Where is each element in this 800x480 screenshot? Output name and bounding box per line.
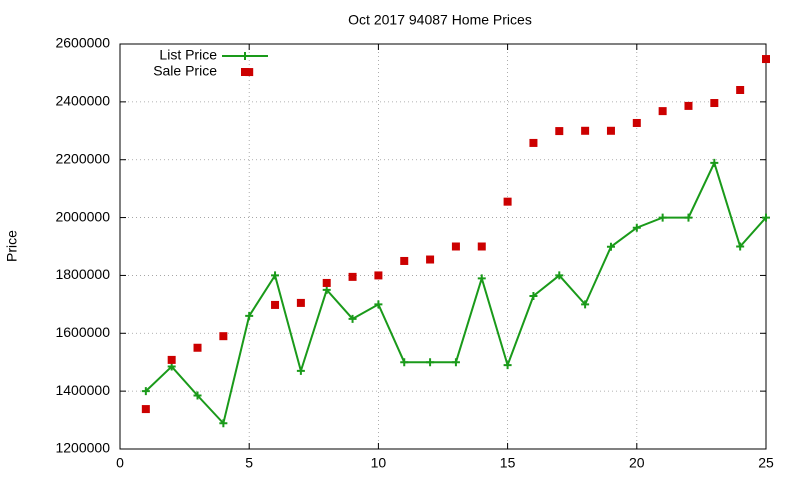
x-tick-label: 0 <box>116 455 124 471</box>
point <box>271 300 280 309</box>
point <box>762 55 770 64</box>
point <box>606 126 615 135</box>
point <box>296 298 305 307</box>
point <box>632 223 641 232</box>
y-tick-label: 2600000 <box>55 35 110 51</box>
point <box>736 85 745 94</box>
y-tick-label: 2200000 <box>55 150 110 166</box>
legend-label: List Price <box>159 47 217 63</box>
y-tick-label: 2000000 <box>55 208 110 224</box>
point <box>426 255 435 264</box>
point <box>451 358 460 367</box>
legend-swatch <box>241 52 249 60</box>
point <box>374 271 383 280</box>
point <box>400 256 409 265</box>
point <box>322 285 331 294</box>
legend-swatch <box>241 68 249 76</box>
y-axis-label: Price <box>4 230 20 262</box>
point <box>606 242 615 251</box>
point <box>503 361 512 370</box>
y-tick-label: 1800000 <box>55 266 110 282</box>
plot-frame <box>119 43 767 450</box>
point <box>762 213 770 222</box>
point <box>736 242 745 251</box>
point <box>245 311 254 320</box>
point <box>658 213 667 222</box>
point <box>193 343 202 352</box>
point <box>529 291 538 300</box>
point <box>555 271 564 280</box>
point <box>477 274 486 283</box>
point <box>710 99 719 108</box>
point <box>271 271 280 280</box>
point <box>477 242 486 251</box>
point <box>193 391 202 400</box>
y-tick-label: 1400000 <box>55 382 110 398</box>
x-tick-label: 10 <box>371 455 387 471</box>
legend-label: Sale Price <box>153 63 217 79</box>
point <box>219 419 228 428</box>
y-tick-label: 1200000 <box>55 440 110 456</box>
point <box>348 314 357 323</box>
x-tick-label: 20 <box>629 455 645 471</box>
chart-title: Oct 2017 94087 Home Prices <box>348 12 532 28</box>
point <box>503 197 512 206</box>
point <box>167 355 176 364</box>
point <box>581 126 590 135</box>
point <box>684 101 693 110</box>
series-line <box>145 160 767 426</box>
y-tick-label: 2400000 <box>55 93 110 109</box>
point <box>374 300 383 309</box>
point <box>219 332 228 341</box>
point <box>400 358 409 367</box>
point <box>632 118 641 127</box>
point <box>245 68 254 77</box>
point <box>684 213 693 222</box>
point <box>322 278 331 287</box>
point <box>581 300 590 309</box>
point <box>529 138 538 147</box>
x-tick-label: 25 <box>758 455 774 471</box>
point <box>710 158 719 167</box>
x-tick-label: 15 <box>500 455 516 471</box>
point <box>658 107 667 116</box>
point <box>141 405 150 414</box>
point <box>426 358 435 367</box>
point <box>296 366 305 375</box>
point <box>141 387 150 396</box>
point <box>451 242 460 251</box>
y-tick-label: 1600000 <box>55 324 110 340</box>
x-tick-label: 5 <box>245 455 253 471</box>
point <box>348 272 357 281</box>
point <box>555 127 564 136</box>
